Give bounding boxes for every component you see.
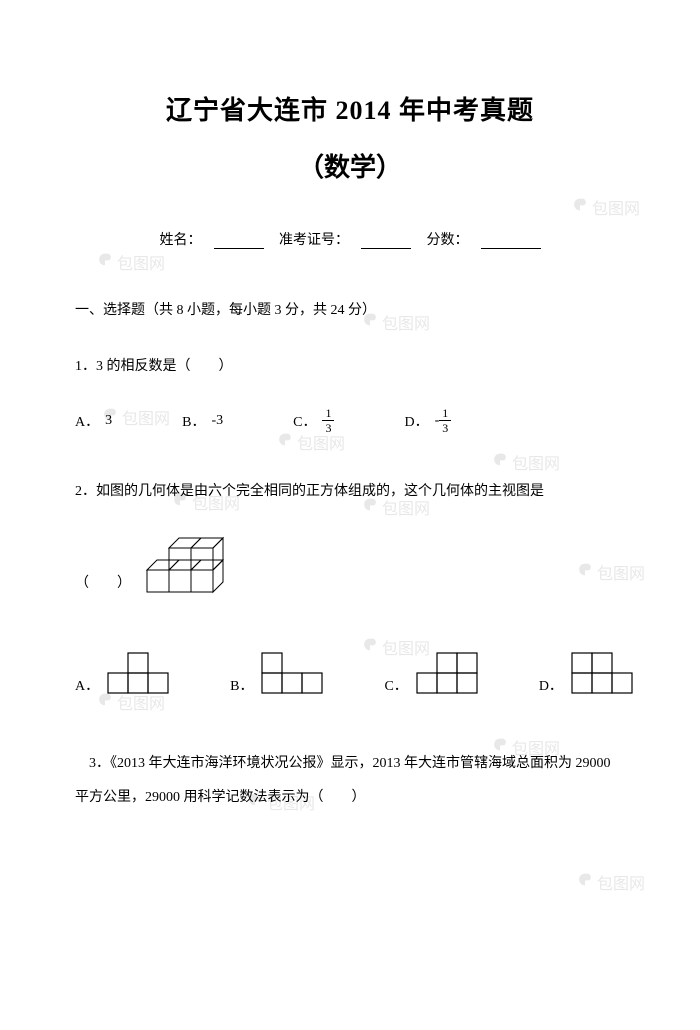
question-1-options: A． 3 B． -3 C． 1 3 D． - 1 3 <box>75 407 625 434</box>
student-info-row: 姓名： 准考证号： 分数： <box>75 229 625 249</box>
question-1-text: 1．3 的相反数是（ ） <box>75 354 625 379</box>
option-1a: A． 3 <box>75 411 112 431</box>
page-title-sub: （数学） <box>75 147 625 184</box>
score-label: 分数： <box>427 233 469 248</box>
page-title-main: 辽宁省大连市 2014 年中考真题 <box>75 90 625 127</box>
option-1d-num: 1 <box>439 407 451 421</box>
option-2a-shape <box>105 647 175 697</box>
option-1b: B． -3 <box>182 411 223 431</box>
exam-id-blank <box>361 233 411 249</box>
question-3-text: 3．《2013 年大连市海洋环境状况公报》显示，2013 年大连市管辖海域总面积… <box>75 747 625 814</box>
name-blank <box>214 233 264 249</box>
cube-3d-figure <box>139 522 249 597</box>
option-2d-letter: D． <box>539 675 563 695</box>
option-2d: D． <box>539 647 639 697</box>
option-1c-den: 3 <box>322 421 334 434</box>
option-2c-letter: C． <box>384 675 407 695</box>
option-1c-num: 1 <box>322 407 334 421</box>
option-2b-shape <box>259 647 329 697</box>
option-1b-value: -3 <box>211 413 223 429</box>
question-2-paren: （ ） <box>75 572 131 592</box>
option-1d-letter: D． <box>404 411 428 431</box>
section-header: 一、选择题（共 8 小题，每小题 3 分，共 24 分） <box>75 299 625 319</box>
option-2d-shape <box>569 647 639 697</box>
option-1a-letter: A． <box>75 411 99 431</box>
watermark-icon: 包图网 <box>575 870 645 894</box>
option-2a-letter: A． <box>75 675 99 695</box>
option-1d-fraction: 1 3 <box>439 407 451 434</box>
question-2-options: A． B． C． <box>75 647 625 697</box>
question-2-figure-row: （ ） <box>75 522 625 597</box>
exam-id-label: 准考证号： <box>279 233 349 248</box>
option-1c-fraction: 1 3 <box>322 407 334 434</box>
option-2b: B． <box>230 647 329 697</box>
option-1c-letter: C． <box>293 411 316 431</box>
option-2a: A． <box>75 647 175 697</box>
score-blank <box>481 233 541 249</box>
question-2-text: 2．如图的几何体是由六个完全相同的正方体组成的，这个几何体的主视图是 <box>75 479 625 504</box>
name-label: 姓名： <box>160 233 202 248</box>
option-2c-shape <box>414 647 484 697</box>
option-1c: C． 1 3 <box>293 407 334 434</box>
option-1d: D． - 1 3 <box>404 407 451 434</box>
option-2b-letter: B． <box>230 675 253 695</box>
option-1b-letter: B． <box>182 411 205 431</box>
option-2c: C． <box>384 647 483 697</box>
option-1d-den: 3 <box>439 421 451 434</box>
question-2: 2．如图的几何体是由六个完全相同的正方体组成的，这个几何体的主视图是 （ ） <box>75 479 625 597</box>
option-1a-value: 3 <box>105 413 112 429</box>
